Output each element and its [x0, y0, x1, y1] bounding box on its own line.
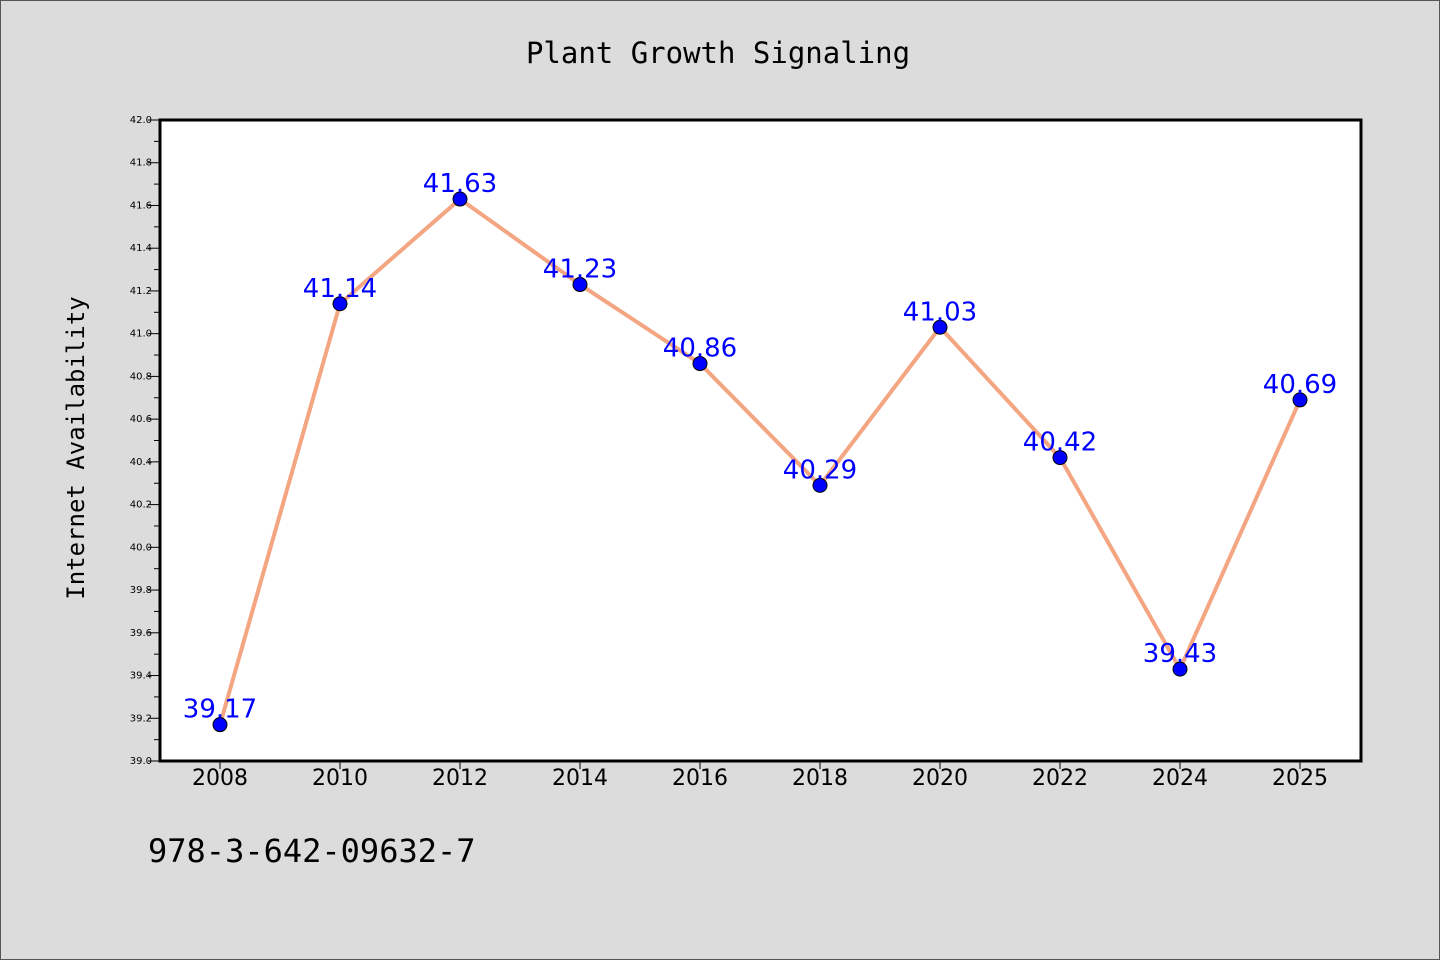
y-tick-label: 39.2	[130, 713, 152, 724]
data-point	[1172, 661, 1188, 677]
y-tick-label: 41.0	[130, 329, 152, 340]
y-tick-label: 39.6	[130, 628, 152, 639]
data-point	[332, 296, 348, 312]
x-tick-label: 2022	[1032, 766, 1088, 791]
data-label-group: 39.17 41.14 41.63 41.23 40.86 40.29 41.03 40.42…	[183, 169, 1337, 725]
data-label: 39.43	[1143, 639, 1217, 669]
chart-title: Plant Growth Signaling	[526, 36, 910, 70]
x-tick-label: 2008	[192, 766, 248, 791]
data-point	[452, 191, 468, 207]
x-axis: 2008 2010 2012 2014 2016 2018 2020 2022 2024 2025	[192, 761, 1328, 791]
data-point	[572, 277, 588, 293]
y-tick-label: 39.8	[130, 585, 152, 596]
y-tick-label: 40.6	[130, 414, 152, 425]
data-label: 41.03	[903, 297, 977, 327]
series-line	[218, 197, 1302, 726]
data-label: 39.17	[183, 695, 257, 725]
data-point	[212, 717, 228, 733]
data-point	[692, 356, 708, 372]
y-tick-label: 39.0	[130, 756, 152, 767]
y-tick-label: 41.2	[130, 286, 152, 297]
data-point	[812, 477, 828, 493]
data-label: 40.29	[783, 455, 857, 485]
x-tick-label: 2020	[912, 766, 968, 791]
y-tick-label: 42.0	[130, 115, 152, 126]
data-label: 40.69	[1263, 370, 1337, 400]
data-label: 41.63	[423, 169, 497, 199]
y-tick-label: 40.2	[130, 500, 152, 511]
plot-area	[160, 120, 1361, 761]
x-tick-label: 2010	[312, 766, 368, 791]
data-point	[1292, 392, 1308, 408]
y-tick-label: 41.6	[130, 200, 152, 211]
y-tick-label: 41.4	[130, 243, 152, 254]
x-tick-label: 2018	[792, 766, 848, 791]
y-tick-label: 41.8	[130, 158, 152, 169]
data-point	[932, 319, 948, 335]
y-tick-label: 40.0	[130, 542, 152, 553]
y-axis-label: Internet Availability	[62, 296, 90, 599]
plot-border	[158, 118, 1363, 763]
y-tick-label: 40.8	[130, 371, 152, 382]
x-tick-label: 2016	[672, 766, 728, 791]
x-tick-label: 2014	[552, 766, 608, 791]
y-axis: 39.0 39.2 39.4 39.6 39.8 40.0 40.2 40.4 40.6 40.8…	[130, 115, 160, 767]
isbn-text: 978-3-642-09632-7	[148, 832, 476, 870]
x-tick-label: 2024	[1152, 766, 1208, 791]
x-tick-label: 2025	[1272, 766, 1328, 791]
data-label: 41.23	[543, 255, 617, 285]
data-label: 40.86	[663, 334, 737, 364]
y-tick-label: 39.4	[130, 671, 152, 682]
data-point	[1052, 450, 1068, 466]
series-line-group	[212, 191, 1308, 733]
data-label: 41.14	[303, 274, 377, 304]
y-tick-label: 40.4	[130, 457, 152, 468]
data-label: 40.42	[1023, 428, 1097, 458]
x-tick-label: 2012	[432, 766, 488, 791]
